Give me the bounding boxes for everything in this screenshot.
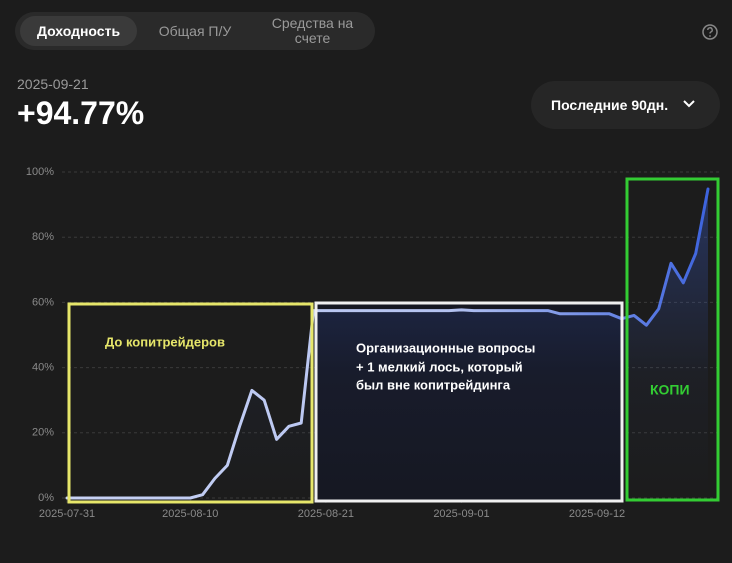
period-dropdown[interactable]: Последние 90дн.: [531, 81, 720, 129]
line: [65, 187, 710, 500]
tab[interactable]: Доходность: [20, 16, 137, 46]
annotation: Организационные вопросы: [356, 340, 535, 355]
x-tick-label: 2025-08-21: [298, 508, 354, 520]
y-tick-label: 100%: [26, 166, 54, 178]
annotation-box: [314, 301, 624, 503]
y-tick-label: 40%: [32, 362, 54, 374]
tab[interactable]: Средства на счете: [271, 15, 354, 46]
annotation: был вне копитрейдинга: [356, 377, 511, 392]
y-tick-label: 80%: [32, 231, 54, 243]
annotation: + 1 мелкий лось, который: [356, 359, 523, 374]
chevron: [683, 100, 695, 108]
y-tick-label: 60%: [32, 296, 54, 308]
tab-bar: Доходность Общая П/У Средства на счете: [15, 12, 375, 50]
x-tick-label: 2025-09-12: [569, 508, 625, 520]
date: 2025-09-21: [17, 76, 89, 92]
area: [67, 189, 708, 498]
tab[interactable]: Общая П/У: [158, 22, 232, 39]
return-value: +94.77%: [17, 95, 145, 131]
y-tick-label: 20%: [32, 427, 54, 439]
annotation-box: [67, 302, 314, 504]
period-label: Последние 90дн.: [551, 97, 669, 113]
y-tick-label: 0%: [38, 492, 54, 504]
annotation: КОПИ: [650, 382, 690, 398]
x-tick-label: 2025-09-01: [433, 508, 489, 520]
x-tick-label: 2025-07-31: [39, 508, 95, 520]
annotation: До копитрейдеров: [105, 334, 225, 349]
help-icon[interactable]: [701, 23, 719, 41]
annotation-box: [625, 177, 720, 502]
x-tick-label: 2025-08-10: [162, 508, 218, 520]
